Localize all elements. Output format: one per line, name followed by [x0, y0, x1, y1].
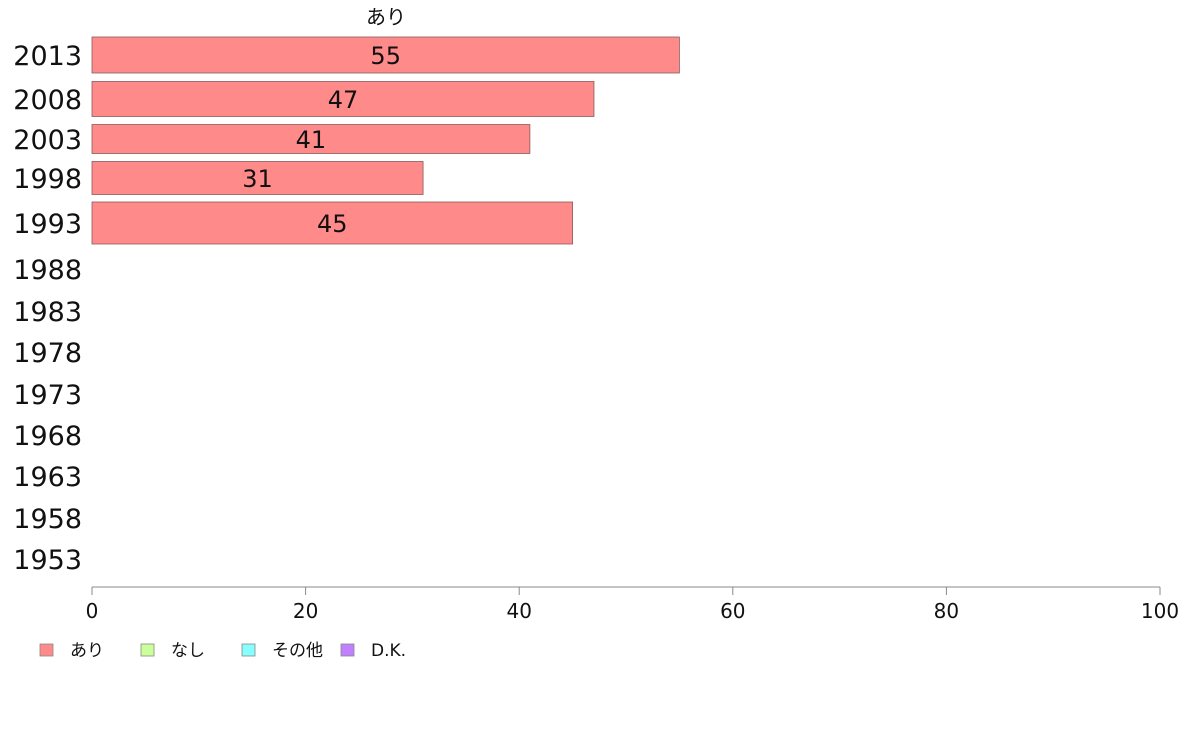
x-tick-label-0: 0	[86, 599, 99, 623]
column-title: あり	[366, 5, 406, 29]
x-tick-label-100: 100	[1141, 599, 1179, 623]
bar-1998	[91, 161, 424, 195]
year-label-1963: 1963	[13, 462, 82, 493]
bar-value-label-2013: 55	[370, 42, 401, 70]
legend: あり なし その他 D.K.	[39, 641, 406, 661]
legend-swatch-1	[140, 643, 155, 657]
legend-swatch-3	[340, 643, 355, 657]
x-tick-label-20: 20	[293, 599, 318, 623]
year-label-1998: 1998	[13, 164, 82, 195]
bar-2003	[91, 124, 531, 154]
x-tick-label-60: 60	[720, 599, 745, 623]
year-label-1993: 1993	[13, 209, 82, 240]
year-label-1953: 1953	[13, 545, 82, 576]
bar-2013	[91, 36, 680, 74]
bar-1993	[91, 201, 574, 245]
bar-2008	[91, 81, 595, 117]
bar-value-label-1993: 45	[317, 210, 348, 238]
year-label-1968: 1968	[13, 421, 82, 452]
year-label-1978: 1978	[13, 338, 82, 369]
bar-value-label-1998: 31	[242, 165, 273, 193]
year-label-1983: 1983	[13, 297, 82, 328]
bar-value-label-2003: 41	[296, 126, 327, 154]
legend-label-3: D.K.	[371, 641, 406, 661]
year-label-2013: 2013	[13, 41, 82, 72]
year-label-1958: 1958	[13, 504, 82, 535]
year-labels: 2013 2008 2003 1998 1993 1988 1983 1978 1973 1968…	[13, 41, 82, 576]
year-label-2008: 2008	[13, 85, 82, 116]
year-label-1973: 1973	[13, 380, 82, 411]
x-tick-label-40: 40	[506, 599, 531, 623]
legend-swatch-0	[39, 643, 54, 657]
year-label-1988: 1988	[13, 255, 82, 286]
x-tick-label-80: 80	[934, 599, 959, 623]
bar-value-label-2008: 47	[328, 86, 359, 114]
legend-label-0: あり	[70, 641, 104, 661]
legend-swatch-2	[241, 643, 256, 657]
legend-label-1: なし	[171, 641, 205, 661]
year-label-2003: 2003	[13, 125, 82, 156]
x-axis: 0 20 40 60 80 100	[86, 586, 1179, 623]
legend-label-2: その他	[272, 641, 323, 661]
